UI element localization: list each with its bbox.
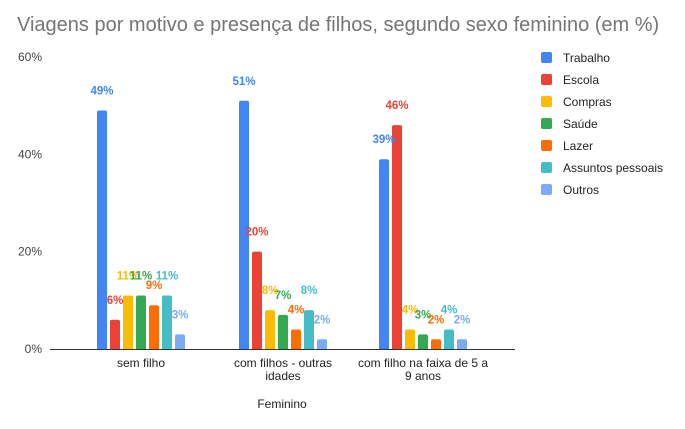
data-label: 3% <box>172 309 189 321</box>
category-label: com filhos - outras <box>234 356 332 370</box>
bar <box>317 339 327 349</box>
data-label: 2% <box>314 314 331 326</box>
bar <box>239 100 249 349</box>
bar <box>379 159 389 349</box>
data-label: 2% <box>454 314 471 326</box>
category-label: com filho na faixa de 5 a <box>358 356 488 370</box>
data-label: 39% <box>372 134 395 146</box>
category-label: sem filho <box>117 356 165 370</box>
bar <box>123 295 133 349</box>
bar <box>110 319 120 349</box>
data-label: 7% <box>275 290 292 302</box>
legend: Trabalho Escola Compras Saúde Lazer Assuntos … <box>541 51 663 197</box>
data-label: 9% <box>146 280 163 292</box>
bar <box>392 125 402 349</box>
legend-swatch <box>541 118 552 129</box>
category-label: idades <box>265 369 300 383</box>
bar <box>265 310 275 349</box>
legend-swatch <box>541 74 552 85</box>
legend-swatch <box>541 162 552 173</box>
data-label: 51% <box>232 76 255 88</box>
data-label: 4% <box>288 305 305 317</box>
bars-layer <box>97 100 467 350</box>
data-label: 11% <box>156 270 178 282</box>
data-label: 11% <box>130 270 152 282</box>
data-label: 11% <box>117 270 139 282</box>
category-label: 9 anos <box>405 369 441 383</box>
data-labels-layer: 49%51%39%6%20%46%11%8%4%11%7%3%9%4%2%11%… <box>90 76 470 326</box>
data-label: 6% <box>107 295 124 307</box>
bar <box>304 310 314 349</box>
bar <box>252 251 262 349</box>
bar <box>444 329 454 349</box>
data-label: 8% <box>301 285 318 297</box>
bar <box>175 334 185 349</box>
legend-label: Trabalho <box>563 51 610 65</box>
bar <box>405 329 415 349</box>
legend-label: Saúde <box>563 117 598 131</box>
bar <box>431 339 441 349</box>
data-label: 3% <box>415 309 432 321</box>
data-label: 8% <box>262 285 279 297</box>
y-tick-label: 60% <box>18 50 42 64</box>
bar <box>418 334 428 349</box>
data-label: 46% <box>385 100 408 112</box>
data-label: 49% <box>90 86 113 98</box>
bar <box>457 339 467 349</box>
legend-label: Assuntos pessoais <box>563 161 663 175</box>
data-label: 4% <box>441 305 458 317</box>
bar <box>97 110 107 350</box>
data-label: 4% <box>402 305 419 317</box>
x-axis-title: Feminino <box>257 397 307 411</box>
bar <box>162 295 172 349</box>
y-tick-label: 40% <box>18 147 42 161</box>
axis-layer: 0% 20% 40% 60% sem filho com filhos - outrasi… <box>18 50 515 411</box>
legend-swatch <box>541 140 552 151</box>
data-label: 2% <box>428 314 445 326</box>
legend-label: Outros <box>563 183 599 197</box>
legend-swatch <box>541 52 552 63</box>
legend-label: Escola <box>563 73 599 87</box>
legend-label: Compras <box>563 95 612 109</box>
legend-label: Lazer <box>563 139 593 153</box>
data-label: 20% <box>245 227 268 239</box>
y-tick-label: 20% <box>18 245 42 259</box>
legend-swatch <box>541 184 552 195</box>
bar <box>291 329 301 349</box>
chart-title: Viagens por motivo e presença de filhos,… <box>17 14 660 36</box>
bar <box>136 295 146 349</box>
bar <box>149 305 159 349</box>
legend-swatch <box>541 96 552 107</box>
y-tick-label: 0% <box>25 342 43 356</box>
bar <box>278 314 288 349</box>
